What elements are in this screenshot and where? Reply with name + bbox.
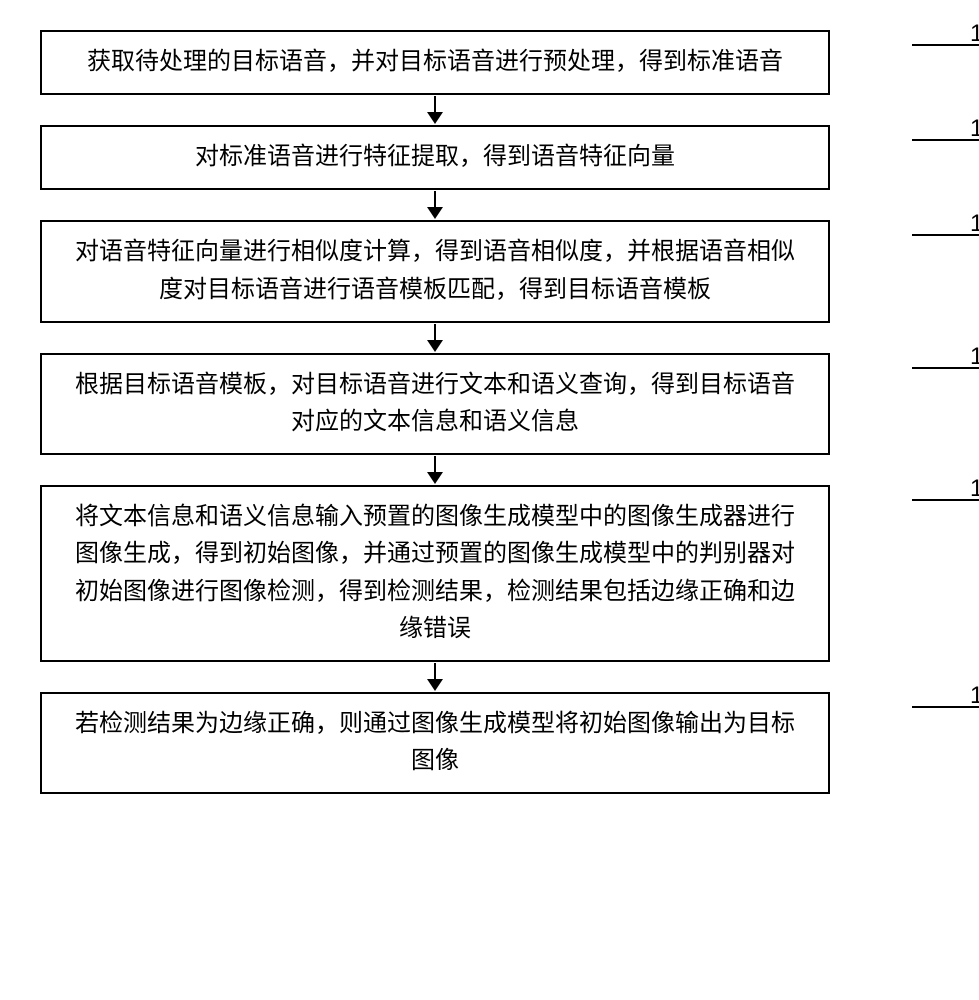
box-text-106: 若检测结果为边缘正确，则通过图像生成模型将初始图像输出为目标图像	[75, 711, 795, 774]
callout-line-105	[912, 499, 979, 524]
callout-label-101: 101	[970, 20, 979, 48]
step-102: 102 对标准语音进行特征提取，得到语音特征向量	[40, 125, 940, 190]
step-103: 103 对语音特征向量进行相似度计算，得到语音相似度，并根据语音相似度对目标语音…	[40, 220, 940, 322]
callout-label-103: 103	[970, 210, 979, 238]
arrow-head-icon	[427, 472, 443, 484]
callout-line-106	[912, 706, 979, 731]
box-text-102: 对标准语音进行特征提取，得到语音特征向量	[195, 144, 675, 170]
callout-line-104	[912, 367, 979, 392]
callout-line-102	[912, 139, 979, 164]
callout-label-104: 104	[970, 343, 979, 371]
callout-line-101	[912, 44, 979, 69]
arrow-head-icon	[427, 207, 443, 219]
arrow-104-105	[40, 455, 830, 485]
box-104: 根据目标语音模板，对目标语音进行文本和语义查询，得到目标语音对应的文本信息和语义…	[40, 353, 830, 455]
callout-label-102: 102	[970, 115, 979, 143]
box-text-101: 获取待处理的目标语音，并对目标语音进行预处理，得到标准语音	[87, 49, 783, 75]
arrow-head-icon	[427, 340, 443, 352]
arrow-head-icon	[427, 112, 443, 124]
arrow-103-104	[40, 323, 830, 353]
step-105: 105 将文本信息和语义信息输入预置的图像生成模型中的图像生成器进行图像生成，得…	[40, 485, 940, 662]
arrow-102-103	[40, 190, 830, 220]
box-103: 对语音特征向量进行相似度计算，得到语音相似度，并根据语音相似度对目标语音进行语音…	[40, 220, 830, 322]
box-text-104: 根据目标语音模板，对目标语音进行文本和语义查询，得到目标语音对应的文本信息和语义…	[75, 372, 795, 435]
arrow-105-106	[40, 662, 830, 692]
step-104: 104 根据目标语音模板，对目标语音进行文本和语义查询，得到目标语音对应的文本信…	[40, 353, 940, 455]
step-106: 106 若检测结果为边缘正确，则通过图像生成模型将初始图像输出为目标图像	[40, 692, 940, 794]
callout-line-103	[912, 234, 979, 259]
step-101: 101 获取待处理的目标语音，并对目标语音进行预处理，得到标准语音	[40, 30, 940, 95]
box-text-105: 将文本信息和语义信息输入预置的图像生成模型中的图像生成器进行图像生成，得到初始图…	[75, 504, 795, 642]
box-101: 获取待处理的目标语音，并对目标语音进行预处理，得到标准语音	[40, 30, 830, 95]
box-106: 若检测结果为边缘正确，则通过图像生成模型将初始图像输出为目标图像	[40, 692, 830, 794]
arrow-head-icon	[427, 679, 443, 691]
box-105: 将文本信息和语义信息输入预置的图像生成模型中的图像生成器进行图像生成，得到初始图…	[40, 485, 830, 662]
box-text-103: 对语音特征向量进行相似度计算，得到语音相似度，并根据语音相似度对目标语音进行语音…	[75, 239, 795, 302]
callout-label-105: 105	[970, 475, 979, 503]
callout-label-106: 106	[970, 682, 979, 710]
box-102: 对标准语音进行特征提取，得到语音特征向量	[40, 125, 830, 190]
flowchart-container: 101 获取待处理的目标语音，并对目标语音进行预处理，得到标准语音 102 对标…	[40, 30, 940, 794]
arrow-101-102	[40, 95, 830, 125]
